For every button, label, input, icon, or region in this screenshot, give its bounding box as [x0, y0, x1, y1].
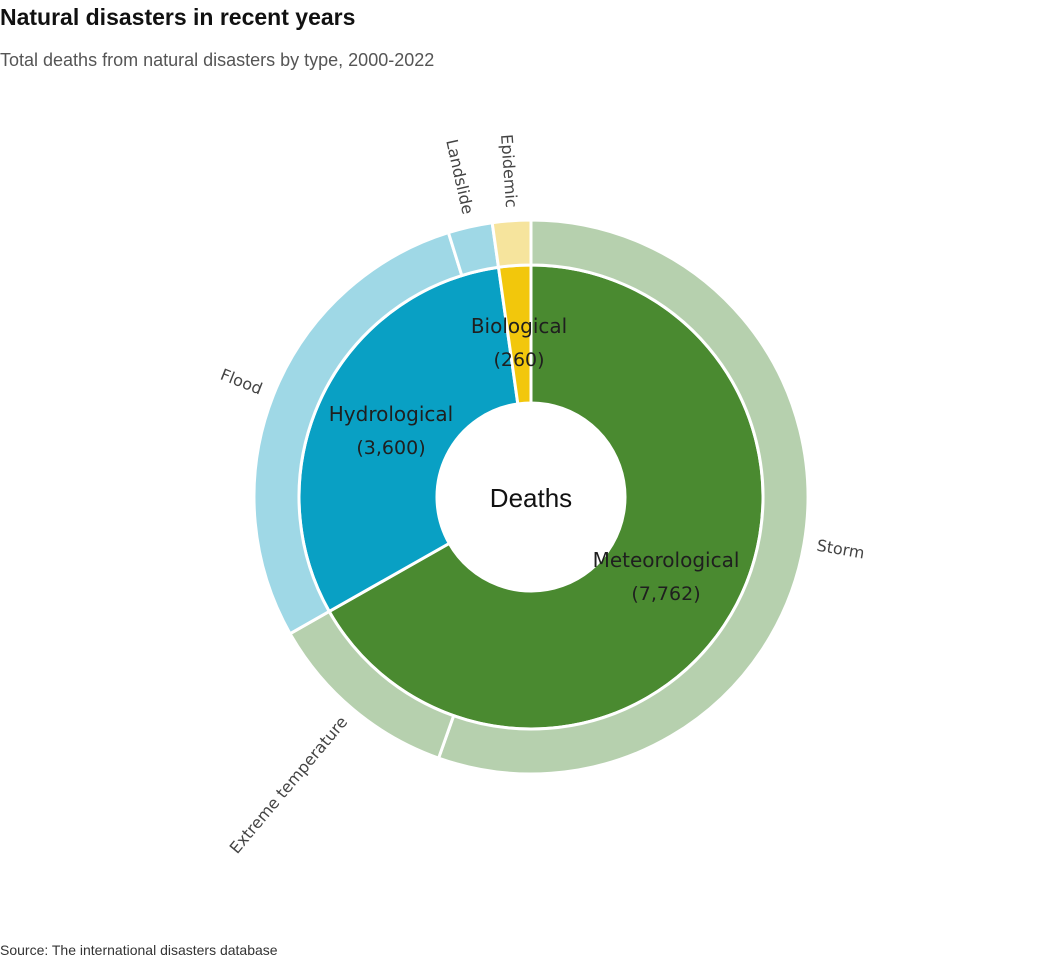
outer-label-flood: Flood: [218, 365, 265, 399]
center-label: Deaths: [490, 483, 572, 513]
source-note: Source: The international disasters data…: [0, 942, 278, 958]
inner-value-biological: (260): [493, 349, 544, 371]
outer-slice-epidemic: [490, 218, 533, 269]
inner-value-hydrological: (3,600): [356, 437, 425, 459]
outer-label-storm: Storm: [815, 536, 866, 563]
outer-slice-storm: [436, 218, 810, 776]
outer-label-epidemic: Epidemic: [497, 134, 521, 209]
inner-value-meteorological: (7,762): [631, 583, 700, 605]
outer-label-landslide: Landslide: [442, 137, 477, 216]
inner-label-hydrological: Hydrological: [329, 402, 453, 426]
inner-label-biological: Biological: [471, 314, 567, 338]
chart-subtitle: Total deaths from natural disasters by t…: [0, 50, 435, 70]
chart-title: Natural disasters in recent years: [0, 4, 356, 30]
inner-label-meteorological: Meteorological: [593, 548, 740, 572]
outer-label-extreme-temperature: Extreme temperature: [226, 713, 352, 858]
